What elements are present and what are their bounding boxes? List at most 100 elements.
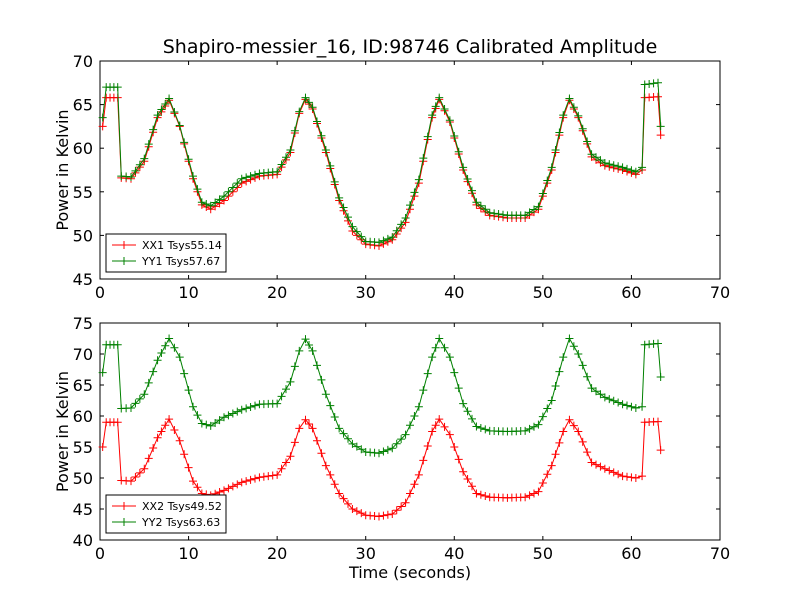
- data-point: [140, 464, 149, 473]
- legend-entry-label: YY1 Tsys57.67: [141, 255, 220, 268]
- data-point: [454, 384, 463, 393]
- data-point: [472, 198, 481, 207]
- data-point: [379, 511, 388, 520]
- legend-swatch-marker: [120, 502, 128, 510]
- data-point: [352, 442, 361, 451]
- data-point: [410, 480, 419, 489]
- data-point: [224, 484, 233, 493]
- data-point: [614, 470, 623, 479]
- data-point: [459, 163, 468, 172]
- data-point: [344, 434, 352, 443]
- data-point: [135, 160, 144, 169]
- data-point: [246, 475, 255, 484]
- data-point: [574, 427, 583, 436]
- data-point: [326, 401, 335, 410]
- data-point: [587, 384, 596, 393]
- data-point: [113, 418, 122, 427]
- data-point: [131, 399, 140, 408]
- data-point: [131, 472, 140, 481]
- data-point: [435, 334, 444, 343]
- data-point: [414, 175, 423, 184]
- data-point: [153, 433, 162, 442]
- x-tick-label: 50: [533, 544, 553, 563]
- data-point: [180, 369, 189, 378]
- data-point: [98, 122, 107, 131]
- data-point: [98, 113, 107, 122]
- data-point: [357, 445, 366, 454]
- data-point: [388, 233, 397, 242]
- data-point: [113, 340, 122, 349]
- data-point: [440, 422, 449, 431]
- data-point: [317, 375, 326, 384]
- data-point: [388, 509, 397, 518]
- data-point: [330, 177, 339, 186]
- x-tick-label: 40: [444, 283, 464, 302]
- data-point: [435, 415, 444, 424]
- data-point: [251, 401, 259, 410]
- data-point: [401, 498, 410, 507]
- data-point: [335, 489, 344, 498]
- data-point: [618, 400, 627, 409]
- data-point: [463, 407, 472, 416]
- legend-box: [105, 494, 227, 534]
- data-point: [623, 401, 631, 410]
- data-point: [242, 173, 251, 182]
- data-point: [592, 153, 600, 162]
- data-point: [211, 419, 220, 428]
- data-point: [525, 491, 534, 500]
- data-point: [339, 494, 348, 503]
- data-point: [255, 473, 264, 482]
- data-point: [357, 509, 366, 518]
- data-point: [627, 166, 636, 175]
- data-point: [348, 505, 357, 513]
- x-tick-label: 20: [267, 283, 287, 302]
- data-point: [228, 409, 237, 418]
- data-point: [406, 421, 414, 430]
- data-point: [149, 367, 158, 376]
- data-point: [547, 396, 556, 405]
- data-point: [631, 474, 640, 482]
- data-point: [242, 404, 251, 413]
- data-point: [339, 203, 348, 212]
- data-point: [273, 470, 282, 479]
- y-axis-label: Power in Kelvin: [53, 371, 72, 492]
- legend-entry-label: XX1 Tsys55.14: [142, 239, 222, 252]
- data-point: [587, 150, 596, 159]
- data-point: [406, 489, 414, 498]
- data-point: [375, 512, 383, 521]
- data-point: [313, 117, 321, 126]
- data-point: [481, 425, 490, 434]
- data-point: [414, 470, 423, 479]
- data-point: [574, 111, 583, 120]
- data-point: [290, 362, 299, 371]
- data-point: [459, 467, 468, 476]
- series-xx2: [98, 415, 665, 521]
- data-point: [450, 443, 459, 451]
- data-point: [321, 461, 330, 470]
- data-point: [206, 201, 215, 210]
- data-point: [251, 170, 259, 179]
- data-point: [618, 163, 627, 172]
- data-point: [530, 422, 538, 431]
- data-point: [277, 160, 286, 169]
- data-point: [277, 464, 286, 473]
- data-point: [206, 421, 215, 430]
- data-point: [273, 167, 282, 176]
- data-point: [392, 439, 401, 448]
- data-point: [609, 468, 618, 477]
- data-point: [388, 444, 397, 453]
- data-point: [161, 421, 170, 430]
- data-point: [547, 163, 556, 172]
- data-point: [614, 398, 623, 407]
- data-point: [286, 145, 295, 154]
- data-point: [153, 356, 162, 365]
- data-point: [330, 480, 339, 489]
- data-point: [596, 156, 605, 165]
- y-tick-label: 50: [73, 469, 93, 488]
- data-point: [149, 125, 158, 134]
- data-point: [305, 98, 314, 107]
- data-point: [423, 132, 432, 141]
- data-point: [481, 491, 490, 500]
- data-point: [259, 472, 268, 481]
- data-point: [268, 471, 277, 480]
